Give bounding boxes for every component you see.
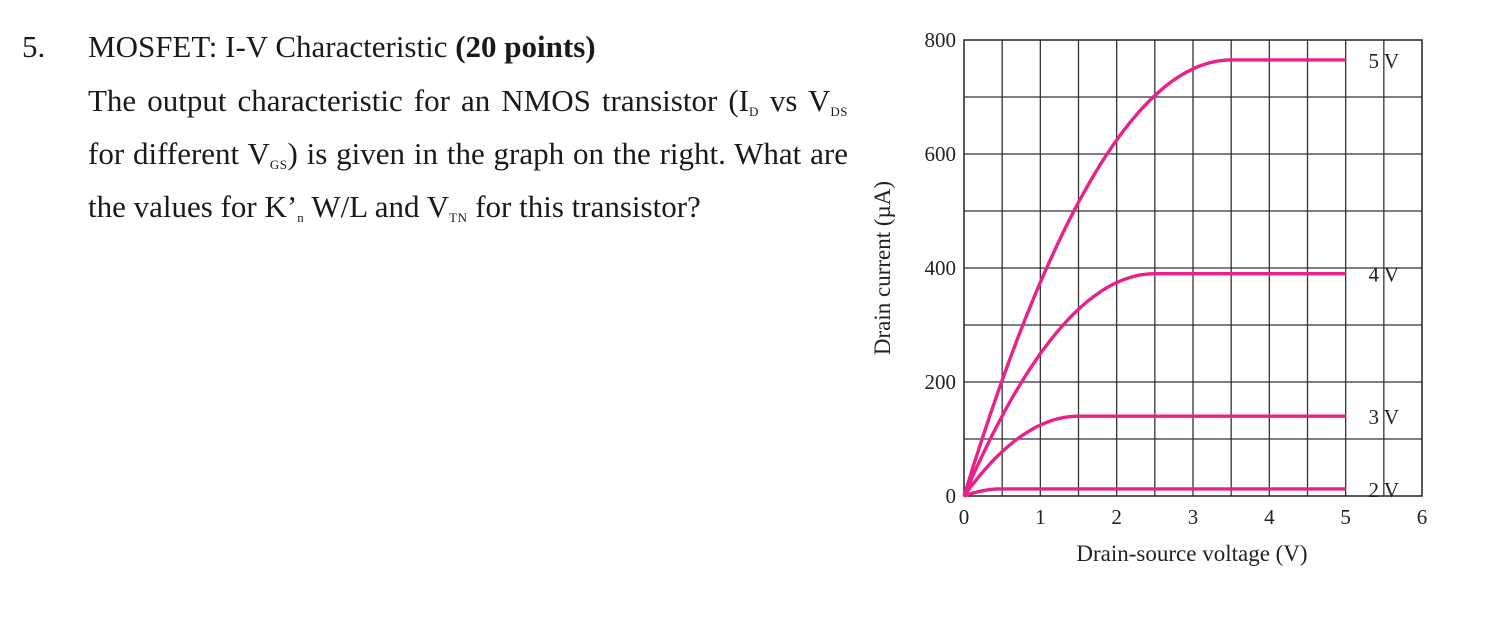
x-tick-label: 6 — [1417, 505, 1428, 529]
series-line-2v — [962, 487, 1346, 498]
problem-number: 5. — [22, 29, 46, 64]
series-group — [962, 58, 1346, 498]
plot-frame — [963, 39, 1423, 497]
y-tick-label: 0 — [946, 484, 957, 508]
tick-labels: 0 1 2 3 4 5 6 0 200 400 600 800 — [925, 28, 1428, 529]
y-tick-label: 800 — [925, 28, 957, 52]
iv-chart: 0 1 2 3 4 5 6 0 200 400 600 800 2 V 3 V 4 V 5 V Drain-… — [860, 20, 1470, 620]
grid — [964, 40, 1422, 496]
x-tick-label: 3 — [1188, 505, 1199, 529]
iv-chart-svg: 0 1 2 3 4 5 6 0 200 400 600 800 2 V 3 V 4 V 5 V Drain-… — [870, 28, 1428, 566]
y-tick-label: 200 — [925, 370, 957, 394]
series-line-4v — [962, 272, 1346, 497]
series-labels: 2 V 3 V 4 V 5 V — [1369, 49, 1400, 502]
problem-points: (20 points) — [455, 29, 596, 64]
x-tick-label: 5 — [1340, 505, 1351, 529]
x-tick-label: 1 — [1035, 505, 1046, 529]
series-label-5v: 5 V — [1369, 49, 1400, 73]
problem-header: 5. MOSFET: I-V Characteristic (20 points… — [22, 24, 852, 70]
x-axis-label: Drain-source voltage (V) — [1076, 541, 1307, 566]
x-tick-label: 2 — [1111, 505, 1122, 529]
y-tick-label: 600 — [925, 142, 957, 166]
series-label-3v: 3 V — [1369, 405, 1400, 429]
series-label-4v: 4 V — [1369, 263, 1400, 287]
y-tick-label: 400 — [925, 256, 957, 280]
y-axis-label: Drain current (µA) — [870, 181, 895, 355]
problem-title: MOSFET: I-V Characteristic (20 points) — [88, 29, 596, 64]
problem-statement: 5. MOSFET: I-V Characteristic (20 points… — [22, 24, 852, 225]
x-tick-label: 4 — [1264, 505, 1275, 529]
series-line-5v — [962, 58, 1346, 497]
x-tick-label: 0 — [959, 505, 970, 529]
series-label-2v: 2 V — [1369, 478, 1400, 502]
problem-body: The output characteristic for an NMOS tr… — [88, 83, 848, 225]
series-line-3v — [962, 414, 1346, 498]
